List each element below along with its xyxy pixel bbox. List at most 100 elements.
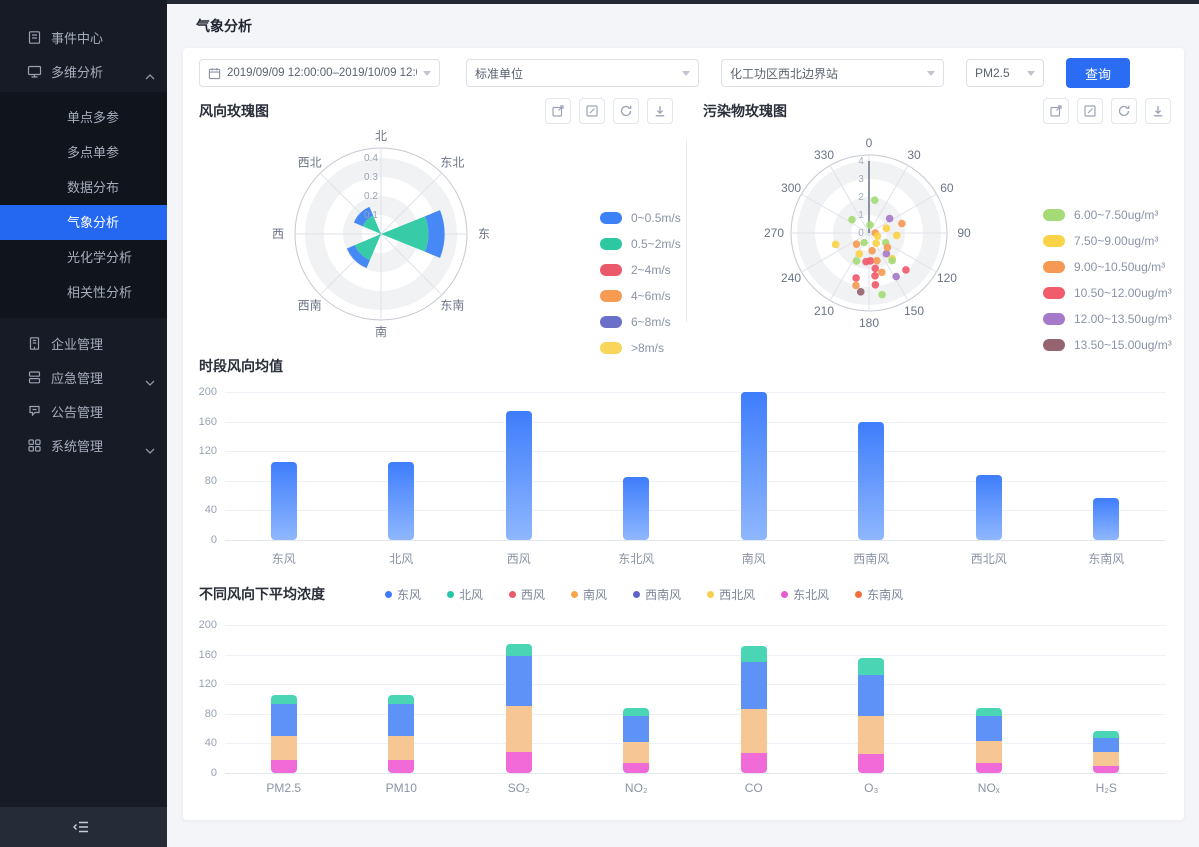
svg-text:90: 90 <box>957 226 971 240</box>
legend-item[interactable]: 东北风 <box>781 586 829 603</box>
stack-segment <box>975 716 1002 742</box>
document-icon <box>27 30 42 45</box>
legend-item[interactable]: 西风 <box>509 586 545 603</box>
gridline <box>225 510 1166 512</box>
svg-text:0: 0 <box>866 136 873 150</box>
y-tick-label: 0 <box>210 767 217 779</box>
svg-text:4: 4 <box>858 156 864 167</box>
legend-item[interactable]: 7.50~9.00ug/m³ <box>1043 233 1172 248</box>
download-button[interactable] <box>647 98 673 124</box>
unit-select[interactable]: 标准单位 <box>466 59 699 87</box>
query-button[interactable]: 查询 <box>1066 58 1130 88</box>
x-category-label: 西风 <box>506 552 531 566</box>
building-icon <box>27 336 42 351</box>
sidebar-subitem-多点单参[interactable]: 多点单参 <box>67 145 120 160</box>
edit-button[interactable] <box>579 98 605 124</box>
stack-segment <box>505 656 532 707</box>
sidebar-item-event-center[interactable]: 事件中心 <box>0 20 167 54</box>
x-category-label: 西北风 <box>970 552 1007 566</box>
sidebar-item-emergency[interactable]: 应急管理 <box>0 360 167 394</box>
download-button[interactable] <box>1145 98 1171 124</box>
svg-text:东南: 东南 <box>440 297 464 312</box>
sidebar-submenu: 单点多参多点单参数据分布气象分析光化学分析相关性分析 <box>0 92 167 318</box>
legend-item[interactable]: 北风 <box>447 586 483 603</box>
sidebar-item-system[interactable]: 系统管理 <box>0 428 167 462</box>
date-range-picker[interactable]: 2019/09/09 12:00:00–2019/10/09 12:00:00 <box>199 59 440 87</box>
legend-item[interactable]: 0.5~2m/s <box>600 237 681 251</box>
download-icon <box>1151 104 1165 118</box>
bar-西南风 <box>858 421 885 540</box>
legend-item[interactable]: 4~6m/s <box>600 289 681 303</box>
legend-item[interactable]: 西南风 <box>633 586 681 603</box>
pollutant-rose-title: 污染物玫瑰图 <box>703 103 787 119</box>
sidebar-item-notice[interactable]: 公告管理 <box>0 394 167 428</box>
concentration-title: 不同风向下平均浓度 <box>199 586 325 602</box>
export-button[interactable] <box>1043 98 1069 124</box>
bar-西风 <box>505 410 532 540</box>
legend-item[interactable]: 12.00~13.50ug/m³ <box>1043 312 1172 326</box>
sidebar-subitem-气象分析[interactable]: 气象分析 <box>0 205 167 240</box>
pollutant-value: PM2.5 <box>975 66 1010 80</box>
y-tick-label: 200 <box>198 386 217 398</box>
legend-item[interactable]: 2~4m/s <box>600 263 681 277</box>
svg-text:2: 2 <box>858 192 864 203</box>
stack-segment <box>270 736 297 761</box>
sidebar-subitem-单点多参[interactable]: 单点多参 <box>67 110 120 125</box>
legend-item[interactable]: >8m/s <box>600 341 681 355</box>
x-category-label: 西南风 <box>853 552 890 566</box>
stack-segment <box>388 704 415 736</box>
x-category-label: 南风 <box>741 552 766 566</box>
sidebar-item-label: 公告管理 <box>51 404 104 420</box>
refresh-button[interactable] <box>613 98 639 124</box>
gridline <box>225 421 1166 423</box>
refresh-button[interactable] <box>1111 98 1137 124</box>
legend-label: 南风 <box>583 587 608 602</box>
legend-item[interactable]: 南风 <box>571 586 607 603</box>
svg-text:1: 1 <box>858 210 864 221</box>
legend-item[interactable]: 6.00~7.50ug/m³ <box>1043 208 1172 222</box>
legend-item[interactable]: 东南风 <box>855 586 903 603</box>
legend-label: 西北风 <box>719 587 756 602</box>
edit-button[interactable] <box>1077 98 1103 124</box>
stack-segment <box>740 645 767 662</box>
legend-item[interactable]: 0~0.5m/s <box>600 211 681 225</box>
y-tick-label: 160 <box>198 415 217 428</box>
bar-东风 <box>270 462 297 540</box>
caret-down-icon <box>682 70 690 76</box>
sidebar-item-label: 系统管理 <box>51 438 104 454</box>
legend-swatch <box>1043 208 1065 221</box>
svg-text:0: 0 <box>858 228 864 239</box>
caret-down-icon <box>927 70 935 76</box>
gridline <box>225 654 1166 656</box>
legend-item[interactable]: 6~8m/s <box>600 315 681 329</box>
y-tick-label: 120 <box>198 678 217 691</box>
export-button[interactable] <box>545 98 571 124</box>
legend-item[interactable]: 9.00~10.50ug/m³ <box>1043 260 1172 274</box>
sidebar-subitem-相关性分析[interactable]: 相关性分析 <box>67 285 133 300</box>
legend-item[interactable]: 13.50~15.00ug/m³ <box>1043 338 1172 352</box>
database-icon <box>27 370 42 385</box>
legend-item[interactable]: 东风 <box>385 586 421 603</box>
legend-label: 7.50~9.00ug/m³ <box>1074 233 1159 248</box>
legend-item[interactable]: 10.50~12.00ug/m³ <box>1043 286 1172 300</box>
x-category-label: NOₓ <box>977 781 1000 795</box>
wind-rose-panel: 风向玫瑰图 0.1 0.2 0.3 0.4 北东北东东南南西南西西北 0~0.5m/s 0… <box>183 94 686 355</box>
legend-dot <box>571 590 579 598</box>
stack-segment <box>505 752 532 773</box>
concentration-section: 不同风向下平均浓度 东风 北风 西风 南风 西南风 西北风 东北风 东南风 0 40 80 120 1… <box>183 580 1184 820</box>
edit-icon <box>585 104 599 118</box>
pollutant-select[interactable]: PM2.5 <box>966 59 1044 87</box>
wind-rose-header: 风向玫瑰图 <box>199 98 673 124</box>
sidebar-subitem-光化学分析[interactable]: 光化学分析 <box>67 250 133 265</box>
pollutant-rose-panel: 污染物玫瑰图 0 1 2 3 4 0 30 60 90 120 150 180 210 240 270 300… <box>687 94 1184 352</box>
x-category-label: SO₂ <box>507 781 530 795</box>
sidebar-item-enterprise[interactable]: 企业管理 <box>0 326 167 360</box>
sidebar-item-multi-analysis[interactable]: 多维分析 <box>0 54 167 88</box>
station-select[interactable]: 化工功区西北边界站 <box>721 59 944 87</box>
open-in-new-icon <box>1049 104 1063 118</box>
wind-avg-header: 时段风向均值 <box>199 356 1168 376</box>
legend-swatch <box>1043 234 1065 247</box>
legend-item[interactable]: 西北风 <box>707 586 755 603</box>
sidebar-subitem-数据分布[interactable]: 数据分布 <box>67 180 120 195</box>
collapse-sidebar-button[interactable] <box>68 816 94 838</box>
